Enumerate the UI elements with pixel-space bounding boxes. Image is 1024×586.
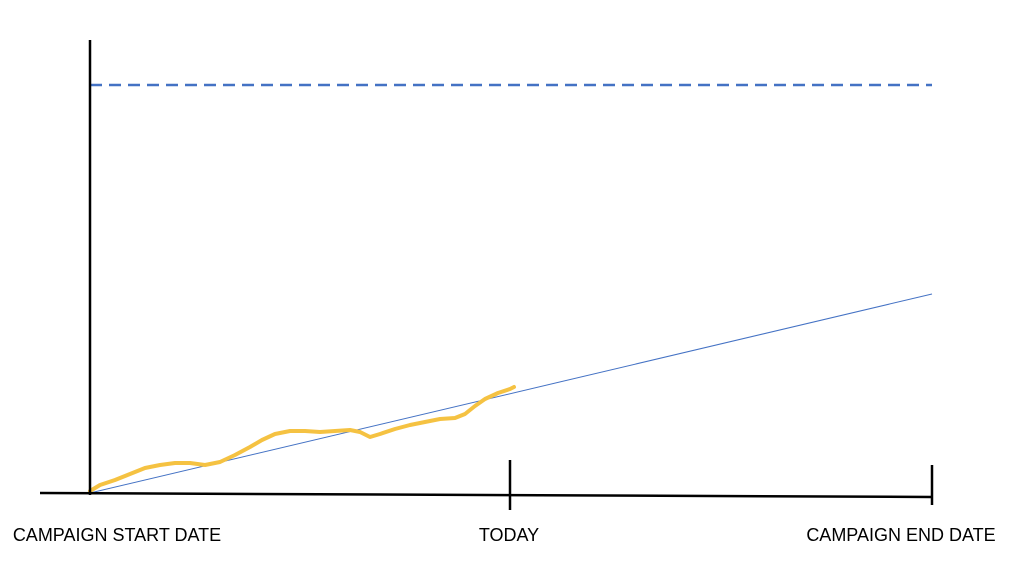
today-label: TODAY — [479, 525, 539, 545]
actual-line — [88, 385, 516, 493]
start-label: CAMPAIGN START DATE — [13, 525, 221, 545]
pace-line — [89, 293, 933, 494]
x-axis — [39, 491, 933, 499]
end-label: CAMPAIGN END DATE — [806, 525, 995, 545]
